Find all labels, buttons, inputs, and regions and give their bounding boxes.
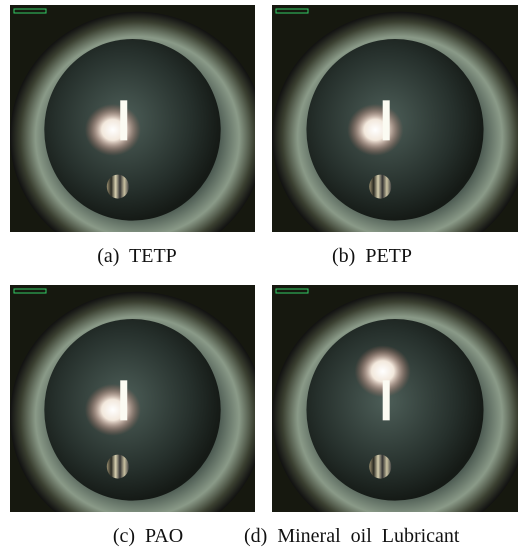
photo-content: [272, 5, 518, 262]
light-bar: [120, 100, 127, 140]
specimen: [107, 455, 129, 479]
glare: [347, 104, 403, 156]
photo: [272, 5, 518, 262]
light-bar: [383, 100, 390, 140]
lens: [306, 319, 483, 501]
glare: [85, 104, 141, 156]
page: (a) TETP (b) PETP (c) PAO (d) Mineral oil L…: [0, 0, 518, 552]
specimen: [369, 175, 391, 199]
glare: [85, 384, 141, 436]
caption: (d) Mineral oil Lubricant: [244, 525, 460, 547]
light-bar: [383, 380, 390, 420]
caption: (a) TETP: [97, 245, 177, 267]
photo-content: [10, 285, 265, 542]
photo-content: [272, 285, 518, 542]
photo: [272, 285, 518, 542]
light-bar: [120, 380, 127, 420]
caption: (c) PAO: [113, 525, 183, 547]
photo-content: [10, 5, 265, 262]
photo: [10, 5, 265, 262]
photo: [10, 285, 265, 542]
caption: (b) PETP: [332, 245, 412, 267]
figure: (a) TETP (b) PETP (c) PAO (d) Mineral oil L…: [0, 0, 518, 552]
specimen: [107, 175, 129, 199]
specimen: [369, 455, 391, 479]
